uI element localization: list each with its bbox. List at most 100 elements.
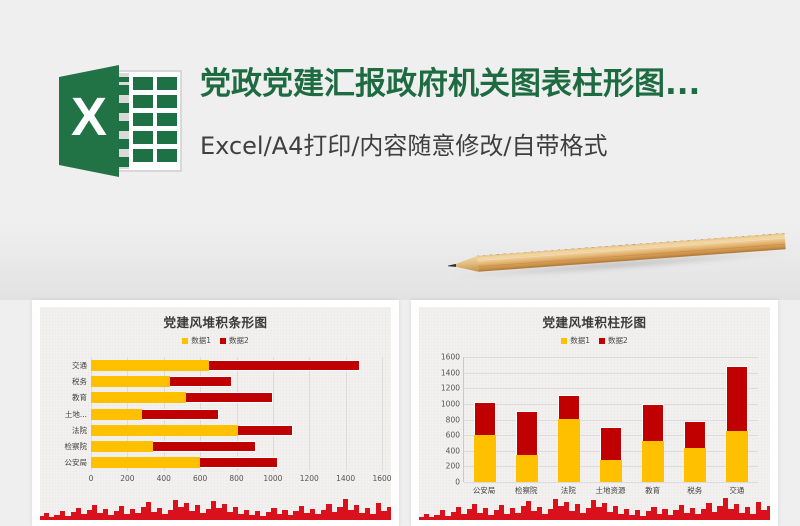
column-segment-series1[interactable] [684, 448, 706, 482]
x-axis-tick-label: 1200 [299, 474, 319, 483]
bar-segment-series1[interactable] [91, 359, 210, 371]
y-axis-tick-label: 1000 [440, 399, 460, 409]
y-axis-tick-label: 600 [445, 430, 460, 440]
gridline [309, 357, 311, 471]
legend-swatch-series2 [599, 337, 605, 344]
column-chart-plot: 0 200 400 600 800 1000 1200 1400 1600 [441, 353, 758, 487]
column-category-label: 税务 [687, 486, 703, 495]
legend-swatch-series2 [220, 337, 226, 344]
bar-chart-row[interactable]: 检察院 [65, 441, 382, 453]
gridline [464, 372, 758, 374]
bar-segment-series1[interactable] [91, 392, 186, 404]
y-axis-tick-label: 400 [445, 446, 460, 456]
bar-category-label: 教育 [72, 393, 87, 403]
bar-segment-series2[interactable] [209, 359, 361, 371]
column-segment-series1[interactable] [600, 460, 622, 482]
bar-segment-series2[interactable] [200, 457, 279, 469]
y-axis-tick-label: 200 [445, 461, 460, 471]
column-category-label: 法院 [560, 486, 576, 495]
x-axis-tick-label: 1400 [336, 474, 356, 483]
column-chart-bar[interactable] [516, 410, 538, 482]
gridline [236, 357, 238, 471]
bar-chart-row[interactable]: 教育 [72, 392, 382, 404]
chart-title-column: 党建风堆积柱形图 [542, 315, 647, 330]
column-segment-series2[interactable] [684, 421, 706, 449]
bar-segment-series2[interactable] [238, 424, 293, 436]
bar-chart-row[interactable]: 公安局 [65, 457, 382, 469]
x-axis-tick-label: 200 [120, 474, 135, 483]
bar-category-label: 交通 [72, 360, 87, 370]
desk-surface [0, 222, 800, 300]
legend-item-series1: 数据1 [182, 335, 211, 346]
column-chart-bar[interactable] [726, 366, 748, 482]
column-chart-bar[interactable] [684, 421, 706, 482]
bar-segment-series2[interactable] [185, 392, 273, 404]
bar-segment-series1[interactable] [91, 408, 142, 420]
bar-chart-row[interactable]: 法院 [72, 424, 382, 436]
column-category-label: 公安局 [472, 486, 496, 495]
gridline [464, 357, 758, 358]
header-text-block: 党政党建汇报政府机关图表柱形图... Excel/A4打印/内容随意修改/自带格… [200, 62, 800, 162]
bar-segment-series1[interactable] [91, 424, 239, 436]
column-segment-series2[interactable] [642, 403, 664, 442]
bar-category-label: 土地... [64, 409, 87, 419]
bar-chart-x-axis: 0 200 400 600 800 1000 1200 1400 1600 [88, 474, 391, 486]
bar-segment-series1[interactable] [91, 375, 171, 387]
gridline [464, 388, 758, 390]
bar-segment-series1[interactable] [91, 457, 201, 469]
column-segment-series2[interactable] [516, 410, 538, 456]
x-axis-tick-label: 1600 [372, 474, 391, 483]
x-axis-tick-label: 400 [156, 474, 171, 483]
gridline [272, 357, 274, 471]
chart-legend-column: 数据1 数据2 [419, 335, 770, 346]
bar-chart-row[interactable]: 税务 [72, 375, 382, 387]
column-segment-series1[interactable] [516, 455, 538, 482]
gridline [464, 403, 758, 405]
skyline-decoration-left [40, 494, 391, 520]
column-segment-series1[interactable] [726, 431, 748, 482]
y-axis-tick-label: 1600 [440, 352, 460, 362]
column-segment-series1[interactable] [558, 418, 580, 482]
column-segment-series1[interactable] [642, 441, 664, 482]
gridline [382, 357, 383, 471]
x-axis-tick-label: 800 [229, 474, 244, 483]
y-axis-tick-label: 1200 [440, 383, 460, 393]
column-segment-series2[interactable] [726, 366, 748, 432]
bar-segment-series2[interactable] [152, 441, 257, 453]
bar-segment-series1[interactable] [91, 441, 153, 453]
chart-plot-area-bar: 党建风堆积条形图 数据1 数据2 交通 税务 教育 土地... 法院 检察院 公安局 0 20… [40, 307, 391, 520]
chart-plot-area-column: 党建风堆积柱形图 数据1 数据2 0 200 400 600 800 1000 1200 14… [419, 307, 770, 520]
column-chart-bar[interactable] [642, 403, 664, 482]
svg-text:X: X [71, 87, 107, 147]
column-chart-bar[interactable] [473, 401, 496, 482]
legend-item-series2: 数据2 [599, 335, 628, 346]
page-subtitle: Excel/A4打印/内容随意修改/自带格式 [200, 132, 608, 160]
column-segment-series1[interactable] [473, 435, 496, 482]
column-chart-bar[interactable] [600, 426, 622, 482]
header-banner: X 党政党建汇报政府机关图表柱形图... Excel/A4打印/内容随意修改/自… [0, 0, 800, 222]
column-category-label: 检察院 [514, 486, 538, 495]
column-category-label: 土地资源 [595, 486, 626, 495]
legend-swatch-series1 [561, 337, 568, 344]
y-axis-tick-label: 1400 [440, 368, 460, 378]
bar-chart-plot: 交通税务教育土地... 法院检察院公安局 [65, 357, 383, 471]
column-segment-series2[interactable] [600, 426, 622, 461]
column-segment-series2[interactable] [473, 401, 496, 436]
bar-chart-row[interactable]: 土地... [65, 408, 382, 420]
page-title: 党政党建汇报政府机关图表柱形图... [200, 66, 701, 102]
legend-item-series2: 数据2 [220, 335, 249, 346]
pencil-object [447, 230, 788, 277]
bar-segment-series2[interactable] [170, 375, 232, 387]
chart-card-stacked-column: 党建风堆积柱形图 数据1 数据2 0 200 400 600 800 1000 1200 14… [411, 300, 778, 526]
column-chart-bar[interactable] [558, 395, 580, 482]
x-axis-tick-label: 0 [88, 474, 94, 483]
column-segment-series2[interactable] [558, 395, 580, 419]
chart-legend-bar: 数据1 数据2 [40, 335, 391, 346]
chart-card-stacked-bar: 党建风堆积条形图 数据1 数据2 交通 税务 教育 土地... 法院 检察院 公安局 0 20… [32, 300, 399, 526]
legend-item-series1: 数据1 [561, 335, 590, 346]
bar-chart-row[interactable]: 交通 [72, 359, 382, 371]
gridline [464, 482, 758, 483]
column-category-label: 教育 [645, 486, 661, 495]
bar-segment-series2[interactable] [141, 408, 220, 420]
legend-swatch-series1 [182, 337, 189, 344]
